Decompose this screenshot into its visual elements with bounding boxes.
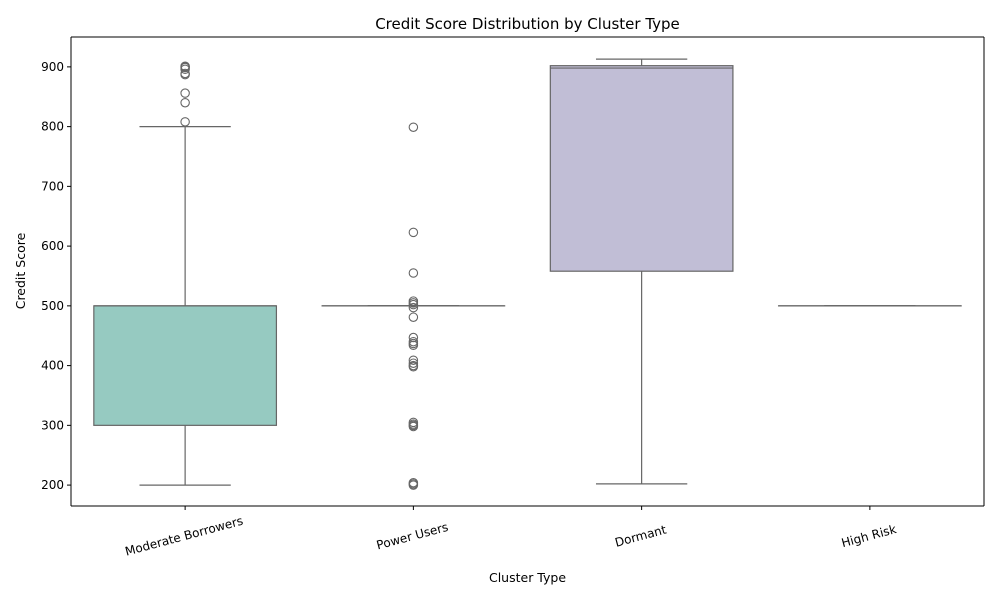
chart-title: Credit Score Distribution by Cluster Typ… — [375, 15, 680, 33]
outlier-point — [408, 360, 419, 371]
plot-area — [93, 58, 962, 490]
box-group-dormant — [549, 58, 734, 485]
y-tick-label: 800 — [41, 120, 64, 134]
y-tick-label: 500 — [41, 299, 64, 313]
y-axis-title: Credit Score — [13, 232, 28, 309]
y-tick-label: 300 — [41, 418, 64, 432]
axes: 200 300 400 500 600 700 800 900 Moderate Borrowe… — [41, 36, 985, 559]
y-tick-label: 200 — [41, 478, 64, 492]
outlier-point — [408, 296, 419, 306]
outlier-point — [408, 355, 419, 365]
outlier-point — [408, 358, 419, 368]
outlier-point — [180, 117, 190, 127]
box — [549, 65, 734, 272]
box-group-power-users — [321, 122, 506, 490]
x-axis-title: Cluster Type — [489, 570, 566, 585]
outlier-point — [408, 417, 419, 428]
box — [93, 305, 278, 426]
outlier-point — [408, 302, 419, 313]
outlier-point — [180, 68, 190, 79]
y-tick-label: 400 — [41, 359, 64, 373]
outlier-point — [408, 122, 419, 132]
y-tick-label: 600 — [41, 239, 64, 253]
outlier-point — [180, 61, 190, 72]
y-tick-label: 900 — [41, 60, 64, 74]
outlier-point — [180, 88, 190, 98]
x-tick-label: Dormant — [613, 522, 668, 549]
outlier-point — [180, 97, 190, 108]
x-tick-label: High Risk — [840, 522, 898, 550]
outlier-point — [408, 336, 419, 347]
outlier-point — [408, 332, 419, 343]
x-tick-label: Power Users — [375, 520, 450, 553]
x-tick-label: Moderate Borrowers — [124, 514, 245, 559]
y-tick-label: 700 — [41, 179, 64, 193]
outlier-point — [408, 477, 419, 488]
outlier-point — [408, 268, 419, 278]
box-group-moderate-borrowers — [93, 61, 278, 486]
outlier-point — [408, 312, 419, 322]
outlier-point — [408, 227, 419, 238]
